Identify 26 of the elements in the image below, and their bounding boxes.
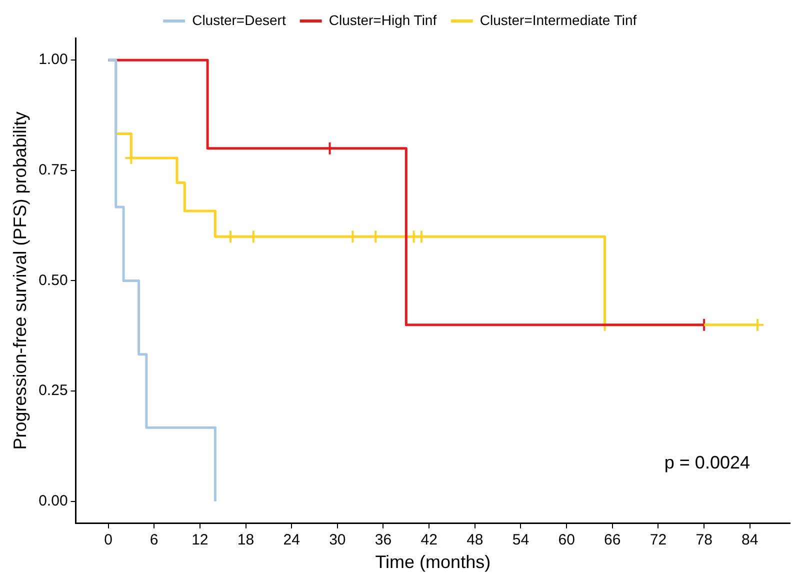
legend-label: Cluster=High Tinf	[328, 12, 437, 28]
x-tick-label: 78	[696, 532, 712, 549]
x-tick-label: 24	[283, 532, 300, 549]
annotation: p = 0.0024	[664, 452, 750, 472]
y-tick-label: 0.75	[38, 162, 68, 179]
x-tick-label: 30	[329, 532, 346, 549]
x-axis-title: Time (months)	[375, 552, 491, 572]
x-tick-label: 12	[192, 532, 208, 549]
x-tick-label: 6	[150, 532, 158, 549]
x-tick-label: 0	[104, 532, 112, 549]
x-tick-label: 42	[420, 532, 438, 549]
x-tick-label: 72	[650, 532, 667, 549]
x-tick-label: 66	[604, 532, 621, 549]
legend-label: Cluster=Desert	[192, 12, 286, 28]
y-tick-label: 0.50	[38, 272, 68, 289]
legend-label: Cluster=Intermediate Tinf	[480, 12, 637, 28]
y-tick-label: 1.00	[38, 51, 68, 68]
y-axis-title: Progression-free survival (PFS) probability	[10, 112, 30, 450]
x-tick-label: 84	[742, 532, 758, 549]
y-tick-label: 0.25	[38, 382, 68, 400]
y-tick-label: 0.00	[38, 492, 68, 510]
x-tick-label: 54	[512, 532, 530, 549]
x-tick-label: 48	[466, 532, 484, 549]
x-tick-label: 36	[374, 532, 392, 549]
x-tick-label: 60	[558, 532, 575, 549]
x-tick-label: 18	[237, 532, 254, 549]
